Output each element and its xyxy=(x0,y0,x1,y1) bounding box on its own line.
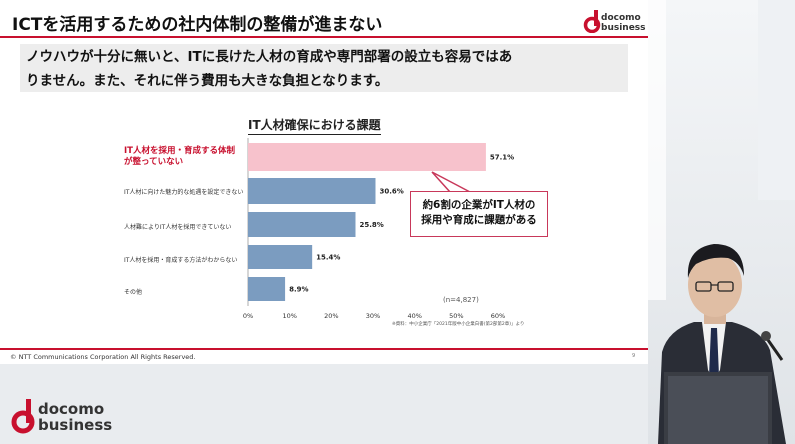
value-label-2: 25.8% xyxy=(360,221,384,229)
presenter-video xyxy=(648,0,795,444)
callout-text-2: 採用や育成に課題がある xyxy=(421,214,537,226)
docomo-d-large-icon xyxy=(11,399,35,434)
logo-text-business: business xyxy=(601,23,646,33)
bar-2 xyxy=(248,212,356,237)
bar-chart: 57.1% 30.6% 25.8% 15.4% 8.9% 0% 10% 20% 30% 40% 50… xyxy=(243,138,514,320)
x-tick-label-2: 20% xyxy=(324,312,338,320)
x-tick-label-0: 0% xyxy=(243,312,253,320)
value-label-1: 30.6% xyxy=(380,188,404,196)
background-logo-text-2: business xyxy=(38,416,113,434)
category-label-4: その他 xyxy=(124,289,143,296)
background-logo: docomo business xyxy=(10,398,130,438)
callout-box: 約6割の企業がIT人材の 採用や育成に課題がある xyxy=(410,191,548,237)
docomo-business-logo: docomo business xyxy=(583,9,646,35)
category-label-2: 人材難によりIT人材を採用できていない xyxy=(124,224,232,231)
x-tick-label-1: 10% xyxy=(282,312,296,320)
bar-1 xyxy=(248,178,376,204)
category-label-0: IT人材を採用・育成する体制が整っていない xyxy=(124,146,235,167)
summary-banner: ノウハウが十分に無いと、ITに長けた人材の育成や専門部署の設立も容易ではあ りま… xyxy=(20,44,628,92)
sample-size: (n=4,827) xyxy=(443,296,479,304)
docomo-d-icon xyxy=(583,10,601,33)
source-note: ※資料：中小企業庁「2021年版中小企業白書(第2部第2章)」より xyxy=(392,322,525,327)
summary-line-1: ノウハウが十分に無いと、ITに長けた人材の育成や専門部署の設立も容易ではあ xyxy=(26,49,513,65)
presentation-slide: ICTを活用するための社内体制の整備が進まない docomo business … xyxy=(0,0,648,364)
category-label-1: IT人材に向けた魅力的な処遇を設定できない xyxy=(124,189,244,196)
summary-line-2: りません。また、それに伴う費用も大きな負担となります。 xyxy=(26,73,389,89)
value-label-0: 57.1% xyxy=(490,154,514,162)
x-tick-label-4: 40% xyxy=(407,312,421,320)
callout-text-1: 約6割の企業がIT人材の xyxy=(422,199,536,211)
footer-divider xyxy=(0,348,648,350)
logo-text-docomo: docomo xyxy=(601,13,641,23)
callout-pointer xyxy=(431,171,471,193)
slide-title: ICTを活用するための社内体制の整備が進まない xyxy=(12,15,383,35)
bar-4 xyxy=(248,277,286,301)
x-tick-label-3: 30% xyxy=(366,312,380,320)
category-label-3: IT人材を採用・育成する方法がわからない xyxy=(124,257,238,264)
page-number: 9 xyxy=(632,353,636,359)
title-divider xyxy=(0,36,648,38)
x-tick-label-5: 50% xyxy=(449,312,463,320)
x-tick-label-6: 60% xyxy=(491,312,505,320)
background-floor xyxy=(0,364,648,444)
background-logo-text-1: docomo xyxy=(38,400,105,418)
chart-title: IT人材確保における課題 xyxy=(248,116,381,135)
value-label-4: 8.9% xyxy=(289,286,308,294)
bar-3 xyxy=(248,245,313,269)
value-label-3: 15.4% xyxy=(316,254,340,262)
copyright: © NTT Communications Corporation All Rig… xyxy=(10,353,196,361)
bar-0 xyxy=(248,143,486,171)
